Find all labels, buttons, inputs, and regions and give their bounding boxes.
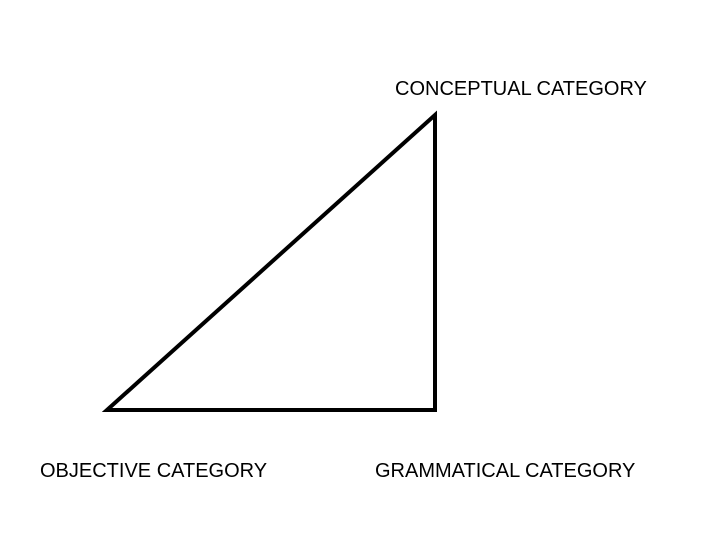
label-bottom-left: OBJECTIVE CATEGORY <box>40 460 267 483</box>
label-top: CONCEPTUAL CATEGORY <box>395 78 647 101</box>
label-bottom-right: GRAMMATICAL CATEGORY <box>375 460 635 483</box>
triangle-polygon <box>107 115 435 410</box>
